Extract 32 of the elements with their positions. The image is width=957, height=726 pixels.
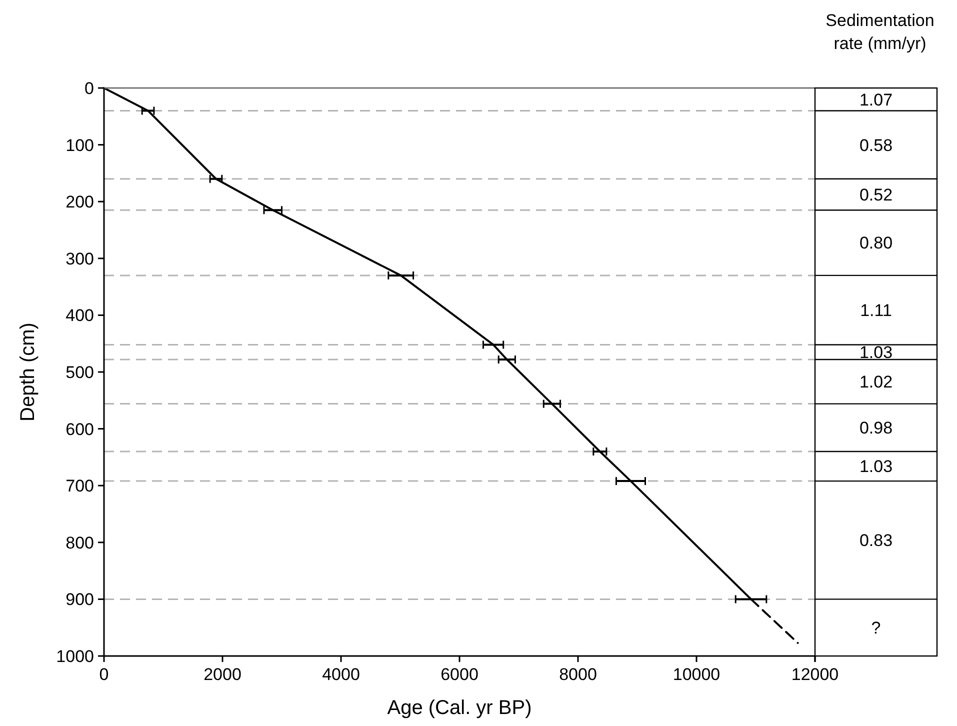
text: 1.11 <box>860 301 892 320</box>
text: 0.58 <box>859 136 893 155</box>
x-tick-label: 10000 <box>672 665 720 684</box>
x-tick-label: 2000 <box>204 665 242 684</box>
x-tick-label: 6000 <box>440 665 478 684</box>
y-axis-title: Depth (cm) <box>17 322 39 422</box>
x-tick-label: 12000 <box>791 665 839 684</box>
y-tick-label: 900 <box>66 590 94 610</box>
y-tick-label: 400 <box>66 306 94 326</box>
text: 0.98 <box>859 418 893 438</box>
text: 1.02 <box>859 372 893 392</box>
y-tick-label: 1000 <box>56 646 94 666</box>
text: Sedimentation rate (mm/yr) <box>826 11 934 53</box>
y-tick-label: 100 <box>66 136 94 155</box>
text: 0.83 <box>859 531 893 550</box>
x-axis-title: Age (Cal. yr BP) <box>387 697 532 719</box>
x-tick-label: 8000 <box>559 665 597 684</box>
text: 1.03 <box>859 457 893 476</box>
y-tick-label: 800 <box>66 533 94 552</box>
text: 0.80 <box>859 234 893 253</box>
y-tick-label: 600 <box>66 420 94 439</box>
x-tick-label: 0 <box>99 665 109 684</box>
y-tick-label: 200 <box>66 192 94 212</box>
text: ? <box>871 618 881 638</box>
y-tick-label: 700 <box>66 476 94 496</box>
text: 1.03 <box>859 343 893 362</box>
y-tick-label: 300 <box>66 249 94 268</box>
x-tick-label: 4000 <box>322 665 360 684</box>
text: 1.07 <box>859 90 893 110</box>
y-tick-label: 500 <box>66 362 94 382</box>
text: 0.52 <box>859 185 893 204</box>
y-tick-label: 0 <box>84 78 94 98</box>
